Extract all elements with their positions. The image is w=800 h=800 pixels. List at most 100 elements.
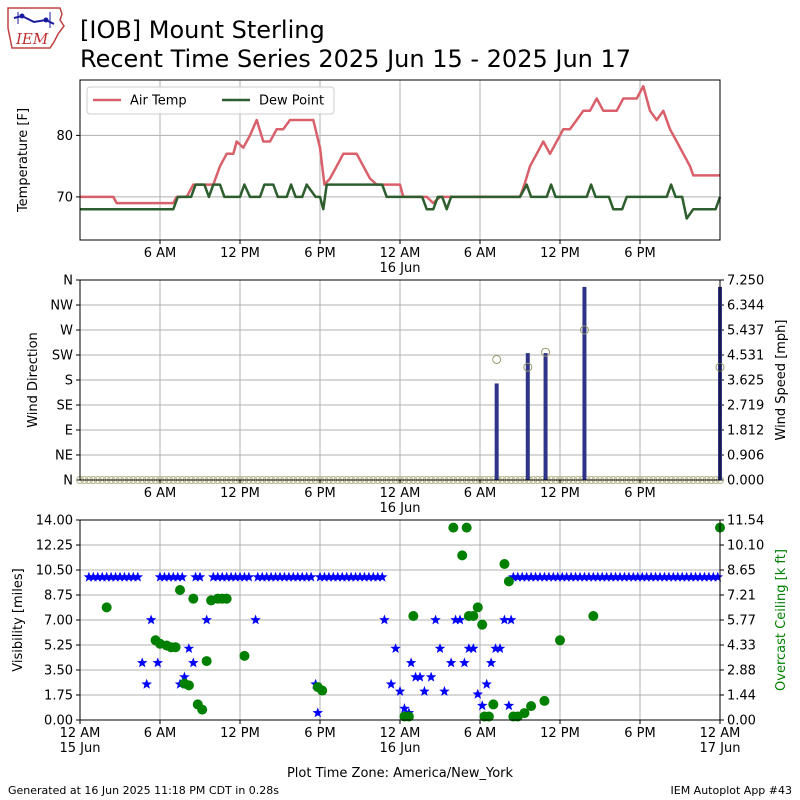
visibility-marker: [601, 571, 612, 582]
visibility-marker: [379, 614, 390, 625]
visibility-marker: [565, 571, 577, 582]
y2-tick-label: 8.65: [727, 564, 756, 579]
visibility-marker: [350, 571, 361, 582]
wind-direction-marker: [579, 325, 589, 335]
visibility-marker: [394, 685, 406, 696]
ceiling-marker: [317, 685, 328, 696]
x-tick-label: 12 AM: [380, 246, 421, 261]
visibility-marker: [459, 657, 470, 668]
ceiling-marker: [408, 611, 419, 622]
visibility-marker: [252, 571, 263, 582]
y2-axis-label: Wind Speed [mph]: [774, 320, 789, 441]
ceiling-marker: [483, 711, 494, 722]
visibility-marker: [543, 571, 555, 582]
visibility-marker: [685, 571, 697, 582]
y-tick-label: 80: [56, 129, 73, 144]
visibility-marker: [137, 657, 148, 668]
x-tick-label: 6 AM: [464, 726, 497, 741]
visibility-marker: [97, 571, 108, 582]
x-tick-label: 12 PM: [220, 726, 260, 741]
visibility-marker: [632, 571, 643, 582]
ceiling-marker: [468, 611, 479, 622]
y-tick-label: 14.00: [36, 514, 73, 529]
visibility-marker: [405, 657, 417, 668]
ceiling-marker: [170, 642, 181, 653]
visibility-marker: [588, 571, 599, 582]
visibility-marker: [274, 571, 286, 582]
ceiling-marker: [201, 656, 212, 667]
visibility-marker: [650, 571, 661, 582]
visibility-marker: [225, 571, 237, 582]
visibility-marker: [521, 571, 532, 582]
visibility-marker: [605, 571, 617, 582]
ceiling-marker: [221, 593, 232, 604]
iowa-map-icon: [7, 7, 65, 49]
x-tick-label: 6 PM: [304, 726, 335, 741]
visibility-marker: [154, 571, 166, 582]
y-tick-label: 5.25: [44, 639, 73, 654]
y2-tick-label: 5.437: [727, 324, 764, 339]
visibility-marker: [503, 700, 515, 711]
visibility-marker: [332, 571, 343, 582]
visibility-marker: [201, 614, 212, 625]
visibility-marker: [628, 571, 639, 582]
y2-tick-label: 0.000: [727, 474, 764, 489]
visibility-marker: [83, 571, 95, 582]
visibility-marker: [494, 643, 506, 653]
y-tick-label: 12.25: [36, 539, 73, 554]
x-axis-label: Plot Time Zone: America/New_York: [287, 766, 514, 781]
visibility-marker: [530, 571, 541, 582]
wind-speed-bar: [543, 353, 548, 480]
visibility-marker: [505, 614, 517, 625]
visibility-marker: [212, 571, 223, 582]
visibility-marker: [641, 571, 652, 582]
chart-title: [IOB] Mount Sterling: [80, 16, 325, 44]
visibility-marker: [368, 571, 379, 582]
visibility-marker: [101, 571, 112, 582]
visibility-marker: [314, 571, 326, 582]
y2-tick-label: 7.250: [727, 274, 764, 289]
visibility-marker: [377, 571, 388, 582]
ceiling-marker: [448, 522, 459, 533]
ceiling-marker: [488, 699, 499, 710]
visibility-marker: [668, 571, 679, 582]
y-tick-label: N: [63, 274, 73, 289]
plot-frame: [79, 279, 721, 481]
visibility-marker: [141, 678, 152, 689]
visibility-marker: [552, 571, 563, 582]
x-tick-label: 6 AM: [464, 486, 497, 501]
visibility-marker: [88, 571, 99, 582]
y2-tick-label: 3.625: [727, 374, 764, 389]
legend-label: Air Temp: [130, 94, 187, 109]
visibility-marker: [410, 671, 421, 682]
visibility-marker: [92, 571, 103, 582]
y2-tick-label: 5.77: [727, 614, 756, 629]
visibility-marker: [385, 678, 397, 689]
series-line-dew-point: [80, 183, 722, 220]
ceiling-marker: [175, 585, 185, 596]
visibility-marker: [445, 657, 457, 668]
visibility-marker: [279, 571, 290, 582]
visibility-marker: [288, 571, 299, 582]
y-tick-label: 70: [56, 190, 73, 205]
y-tick-label: NW: [50, 299, 73, 314]
ceiling-marker: [539, 695, 550, 706]
y-tick-label: N: [63, 474, 73, 489]
wind-speed-bar: [525, 353, 530, 480]
visibility-marker: [345, 571, 357, 582]
visibility-marker: [172, 571, 183, 582]
y-tick-label: W: [60, 324, 73, 339]
visibility-marker: [188, 657, 199, 668]
app-label: IEM Autoplot App #43: [670, 784, 793, 797]
visibility-marker: [354, 571, 366, 582]
visibility-marker: [230, 571, 241, 582]
ceiling-marker: [526, 701, 537, 712]
visibility-marker: [419, 685, 430, 696]
visibility-marker: [619, 571, 630, 582]
visibility-marker: [319, 571, 330, 582]
visibility-marker: [583, 571, 595, 582]
x-tick-label: 12 AM: [380, 726, 421, 741]
y2-tick-label: 1.44: [727, 689, 756, 704]
visibility-marker: [557, 571, 568, 582]
